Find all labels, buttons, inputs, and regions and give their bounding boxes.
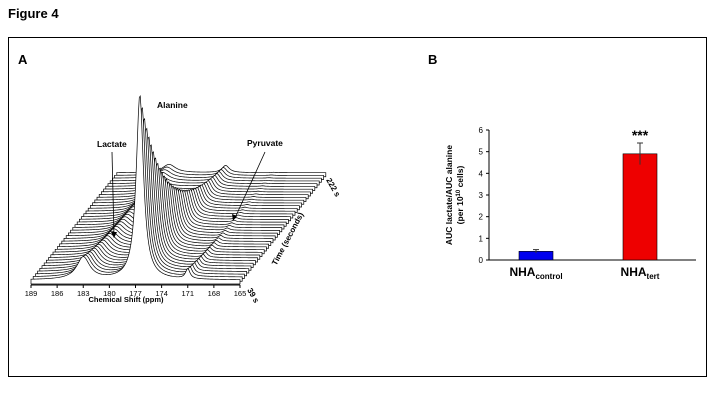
y-tick-label: 0 [479,256,484,265]
lactate-arrow [111,151,115,237]
bar-chart-categories: NHAcontrol NHAtert [509,265,659,281]
x-tick-label: 165 [234,289,247,298]
y-tick-label: 3 [479,191,484,200]
alanine-label: Alanine [157,100,188,110]
y-axis-title: AUC lactate/AUC alanine (per 1010 cells) [444,145,465,245]
pyruvate-arrow [234,151,266,219]
y-tick-label: 5 [479,148,484,157]
x-tick-label: 174 [155,289,168,298]
y-tick-label: 2 [479,213,484,222]
category-label: NHAcontrol [509,265,562,281]
bar-2 [622,153,658,261]
category-label: NHAtert [621,265,660,281]
panel-a-label: A [18,52,28,67]
figure-frame [8,37,707,377]
x-tick-label: 180 [103,289,116,298]
x-tick-label: 186 [51,289,64,298]
x-tick-label: 183 [77,289,90,298]
y-tick-label: 1 [479,234,484,243]
waterfall-spectra [30,95,327,285]
y-tick-label: 4 [479,169,484,178]
y-tick-label: 6 [479,126,484,135]
pyruvate-label: Pyruvate [247,138,283,148]
figure-title: Figure 4 [8,6,59,21]
y-axis-label-line2: (per 1010 cells) [455,166,465,225]
bar-chart-axes [488,130,696,261]
panel-b-label: B [428,52,438,67]
x-axis-label: Chemical Shift (ppm) [88,295,164,304]
spectrum-trace [30,95,241,285]
significance-marker: *** [632,127,649,143]
x-tick-label: 168 [208,289,221,298]
x-tick-label: 177 [129,289,142,298]
pyruvate-arrowhead [232,214,237,221]
lactate-label: Lactate [97,139,127,149]
bar-chart-y-ticks: 0 1 2 3 4 5 6 [479,126,489,265]
bar-chart-bars: *** [518,127,658,261]
x-tick-label: 189 [25,289,38,298]
waterfall-x-ticks: 189 186 183 180 177 174 171 168 165 [25,285,247,298]
lactate-arrowhead [111,232,117,238]
y-axis-label-line1: AUC lactate/AUC alanine [444,145,454,245]
x-tick-label: 171 [181,289,194,298]
